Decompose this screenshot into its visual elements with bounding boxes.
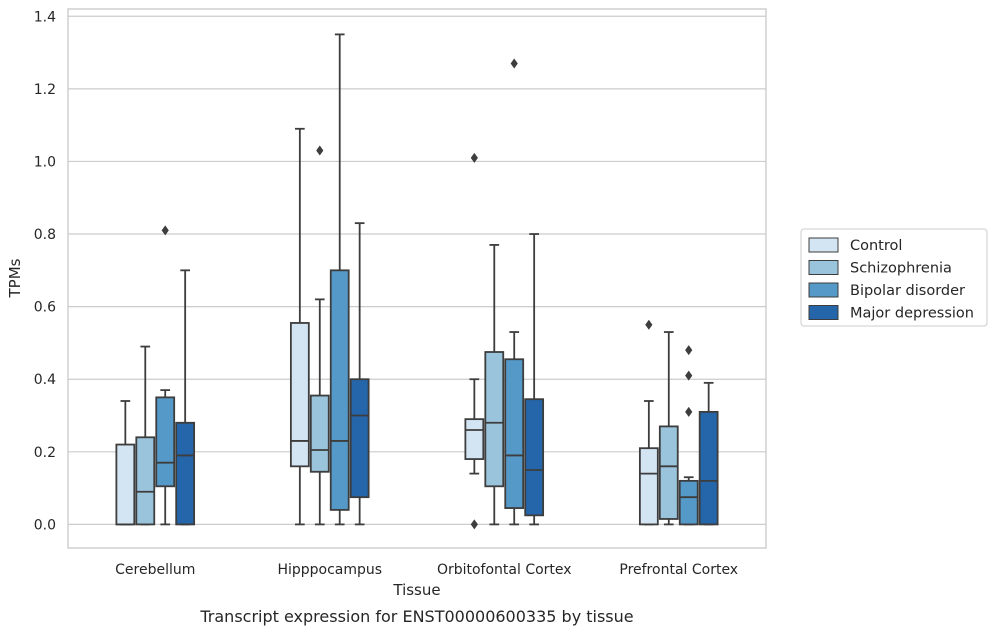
y-axis-label: TPMs	[6, 258, 24, 298]
legend: Control Schizophrenia Bipolar disorder Majo…	[800, 228, 988, 327]
box-1-3	[349, 222, 370, 526]
x-tick-label: Hipppocampus	[277, 562, 382, 578]
y-tick-label: 1.4	[34, 9, 56, 25]
y-tick-label: 1.2	[34, 82, 56, 98]
legend-frame	[800, 228, 988, 327]
legend-swatch	[808, 282, 839, 298]
plot-frame	[67, 8, 767, 549]
box-2-1	[484, 244, 505, 526]
y-tick-label: 1.0	[34, 154, 56, 170]
legend-label: Major depression	[850, 306, 974, 322]
legend-swatch	[808, 260, 839, 275]
y-tick-label: 0.8	[34, 227, 56, 243]
x-tick-labels: Cerebellum Hipppocampus Orbitofontal Corte…	[115, 562, 738, 578]
box-body	[329, 269, 350, 511]
legend-swatch	[808, 305, 839, 320]
box-2-3	[524, 233, 545, 526]
box-body	[484, 351, 505, 488]
y-tick-label: 0.6	[34, 300, 56, 316]
x-tick-label: Cerebellum	[115, 562, 195, 578]
y-tick-label: 0.0	[34, 517, 56, 533]
outlier-point	[685, 370, 693, 381]
outlier-point	[161, 225, 169, 236]
box-1-0	[289, 127, 310, 526]
x-tick-label: Orbitofontal Cortex	[437, 562, 572, 578]
outlier-point	[470, 519, 478, 530]
box-body	[678, 479, 699, 526]
box-body	[638, 447, 659, 526]
outlier-point	[510, 58, 518, 69]
box-body	[155, 396, 176, 488]
outlier-point	[470, 152, 478, 163]
box-groups	[115, 33, 719, 530]
y-tick-label: 0.4	[34, 372, 56, 388]
y-tick-label: 0.2	[34, 445, 56, 461]
outlier-point	[316, 145, 324, 156]
outlier-point	[685, 345, 693, 356]
x-tick-label: Prefrontal Cortex	[619, 562, 738, 578]
box-3-1	[658, 331, 679, 526]
legend-label: Control	[850, 238, 902, 254]
box-body	[698, 410, 719, 526]
box-3-0	[638, 319, 659, 526]
box-body	[464, 418, 485, 460]
box-2-0	[464, 152, 485, 530]
outlier-point	[685, 406, 693, 417]
box-1-2	[329, 33, 350, 526]
box-body	[524, 398, 545, 517]
box-body	[658, 425, 679, 520]
box-body	[135, 436, 156, 526]
legend-label: Schizophrenia	[850, 261, 952, 277]
outlier-point	[645, 319, 653, 330]
box-body	[309, 394, 330, 473]
box-0-1	[135, 345, 156, 526]
box-3-2	[678, 345, 699, 526]
box-body	[349, 378, 370, 499]
box-0-3	[175, 269, 196, 526]
box-0-0	[115, 400, 136, 526]
box-body	[504, 358, 525, 509]
box-body	[289, 322, 310, 468]
box-0-2	[155, 225, 176, 526]
y-tick-labels: 0.0 0.2 0.4 0.6 0.8 1.0 1.2 1.4	[34, 9, 56, 533]
legend-label: Bipolar disorder	[850, 283, 965, 299]
x-axis-label: Tissue	[392, 581, 440, 599]
box-2-2	[504, 58, 525, 526]
box-body	[115, 443, 136, 526]
box-body	[175, 421, 196, 526]
box-1-1	[309, 145, 330, 526]
figure-caption: Transcript expression for ENST0000060033…	[199, 607, 633, 626]
legend-swatch	[808, 237, 839, 253]
box-3-3	[698, 381, 719, 526]
